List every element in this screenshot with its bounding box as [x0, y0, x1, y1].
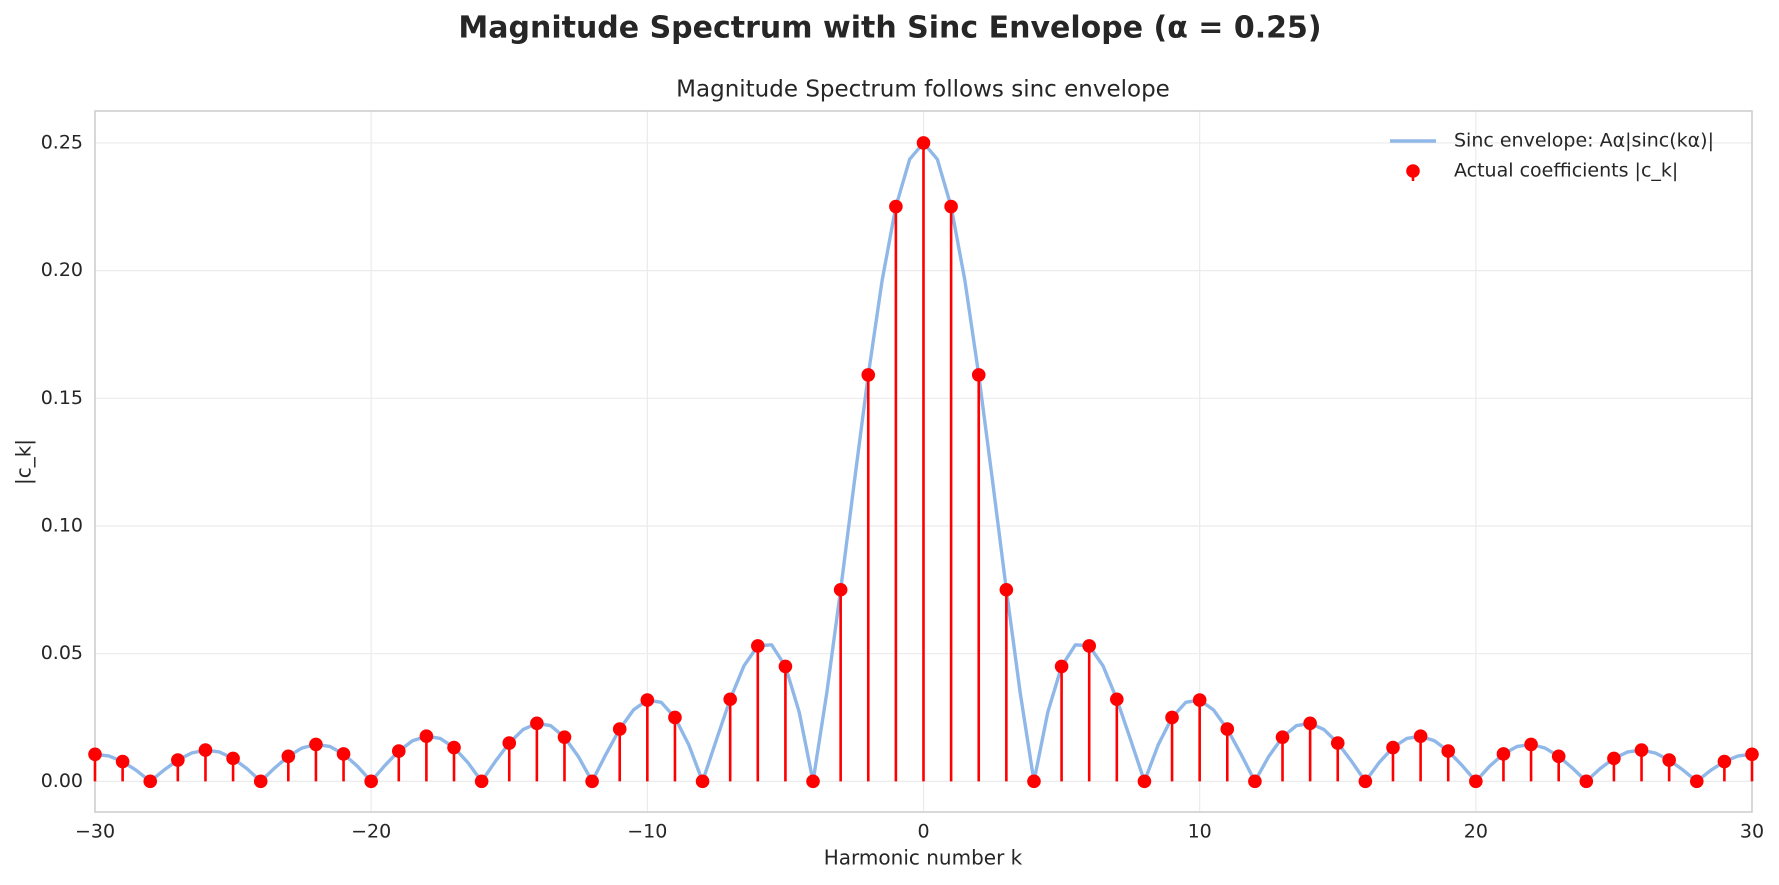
stem-marker [502, 736, 517, 750]
stem-marker [585, 774, 599, 789]
stem-marker [751, 639, 765, 653]
stem-marker [226, 751, 240, 766]
stem-marker [1165, 710, 1179, 725]
x-tick-label: 20 [1464, 821, 1488, 843]
x-tick-label: 10 [1188, 821, 1212, 843]
stem-marker [1689, 774, 1704, 789]
stem-marker [1469, 774, 1483, 789]
stem-marker [1275, 730, 1290, 744]
stem-marker [1579, 774, 1594, 789]
stem-marker [668, 710, 682, 725]
stem-marker [309, 737, 323, 752]
stem-marker [806, 774, 820, 789]
x-tick-label: −10 [627, 821, 667, 843]
stem-marker [612, 722, 627, 736]
stem-marker [171, 753, 185, 767]
legend-swatch [1406, 164, 1420, 178]
legend-label: Sinc envelope: Aα|sinc(kα)| [1454, 130, 1714, 152]
stem-marker [1745, 747, 1759, 762]
chart-subtitle: Magnitude Spectrum follows sinc envelope [676, 77, 1170, 103]
y-tick-label: 0.15 [41, 387, 83, 409]
stem-marker [971, 368, 986, 382]
stem-marker [944, 199, 958, 214]
stem-marker [1248, 774, 1262, 789]
stem-marker [1330, 736, 1345, 750]
stem-marker [1441, 744, 1456, 758]
stem-marker [1137, 774, 1152, 789]
stem-marker [1607, 751, 1621, 766]
stem-marker [1054, 659, 1069, 674]
stem-marker [474, 774, 489, 789]
y-tick-label: 0.20 [41, 259, 83, 281]
stem-marker [88, 747, 102, 762]
stem-marker [1110, 692, 1124, 707]
stem-marker [916, 136, 931, 150]
chart-title: Magnitude Spectrum with Sinc Envelope (α… [458, 11, 1321, 46]
stem-marker [640, 693, 655, 707]
stem-marker [1551, 749, 1566, 764]
stem-marker [1662, 753, 1676, 767]
stem-marker [1082, 639, 1096, 653]
x-tick-label: 30 [1740, 821, 1764, 843]
stem-marker [889, 199, 903, 214]
stem-marker [530, 716, 544, 731]
stem-marker [253, 774, 268, 789]
stem-marker [1634, 743, 1649, 757]
stem-marker [557, 730, 572, 744]
stem-marker [999, 582, 1014, 597]
x-axis-label: Harmonic number k [824, 846, 1023, 870]
y-tick-label: 0.10 [41, 514, 83, 536]
stem-marker [1413, 729, 1428, 744]
stem-marker [1496, 747, 1511, 761]
stem-marker [1717, 754, 1732, 769]
stem-marker [419, 729, 434, 744]
x-tick-label: −20 [351, 821, 391, 843]
stem-marker [391, 744, 406, 758]
stem-marker [1524, 737, 1538, 752]
x-tick-label: 0 [917, 821, 929, 843]
stem-marker [861, 368, 876, 382]
stem-marker [1027, 774, 1041, 789]
stem-marker [143, 774, 158, 789]
stem-marker [1220, 722, 1235, 736]
y-tick-label: 0.25 [41, 131, 83, 153]
legend-label: Actual coefficients |c_k| [1454, 160, 1678, 182]
stem-marker [281, 749, 296, 764]
plot-frame [94, 110, 1753, 813]
y-tick-label: 0.05 [41, 642, 83, 664]
y-axis-label: |c_k| [12, 439, 36, 485]
x-tick-label: −30 [75, 821, 115, 843]
stem-marker [695, 774, 710, 789]
stem-marker [447, 740, 461, 755]
stem-marker [115, 754, 130, 769]
stem-marker [336, 747, 351, 761]
stem-marker [1303, 716, 1317, 731]
stem-marker [1192, 693, 1207, 707]
stem-marker [778, 659, 793, 674]
stem-marker [1386, 740, 1400, 755]
stem-marker [1358, 774, 1373, 789]
stem-marker [723, 692, 737, 707]
stem-marker [833, 582, 848, 597]
stem-marker [198, 743, 213, 757]
stem-marker [364, 774, 378, 789]
y-tick-label: 0.00 [41, 770, 83, 792]
